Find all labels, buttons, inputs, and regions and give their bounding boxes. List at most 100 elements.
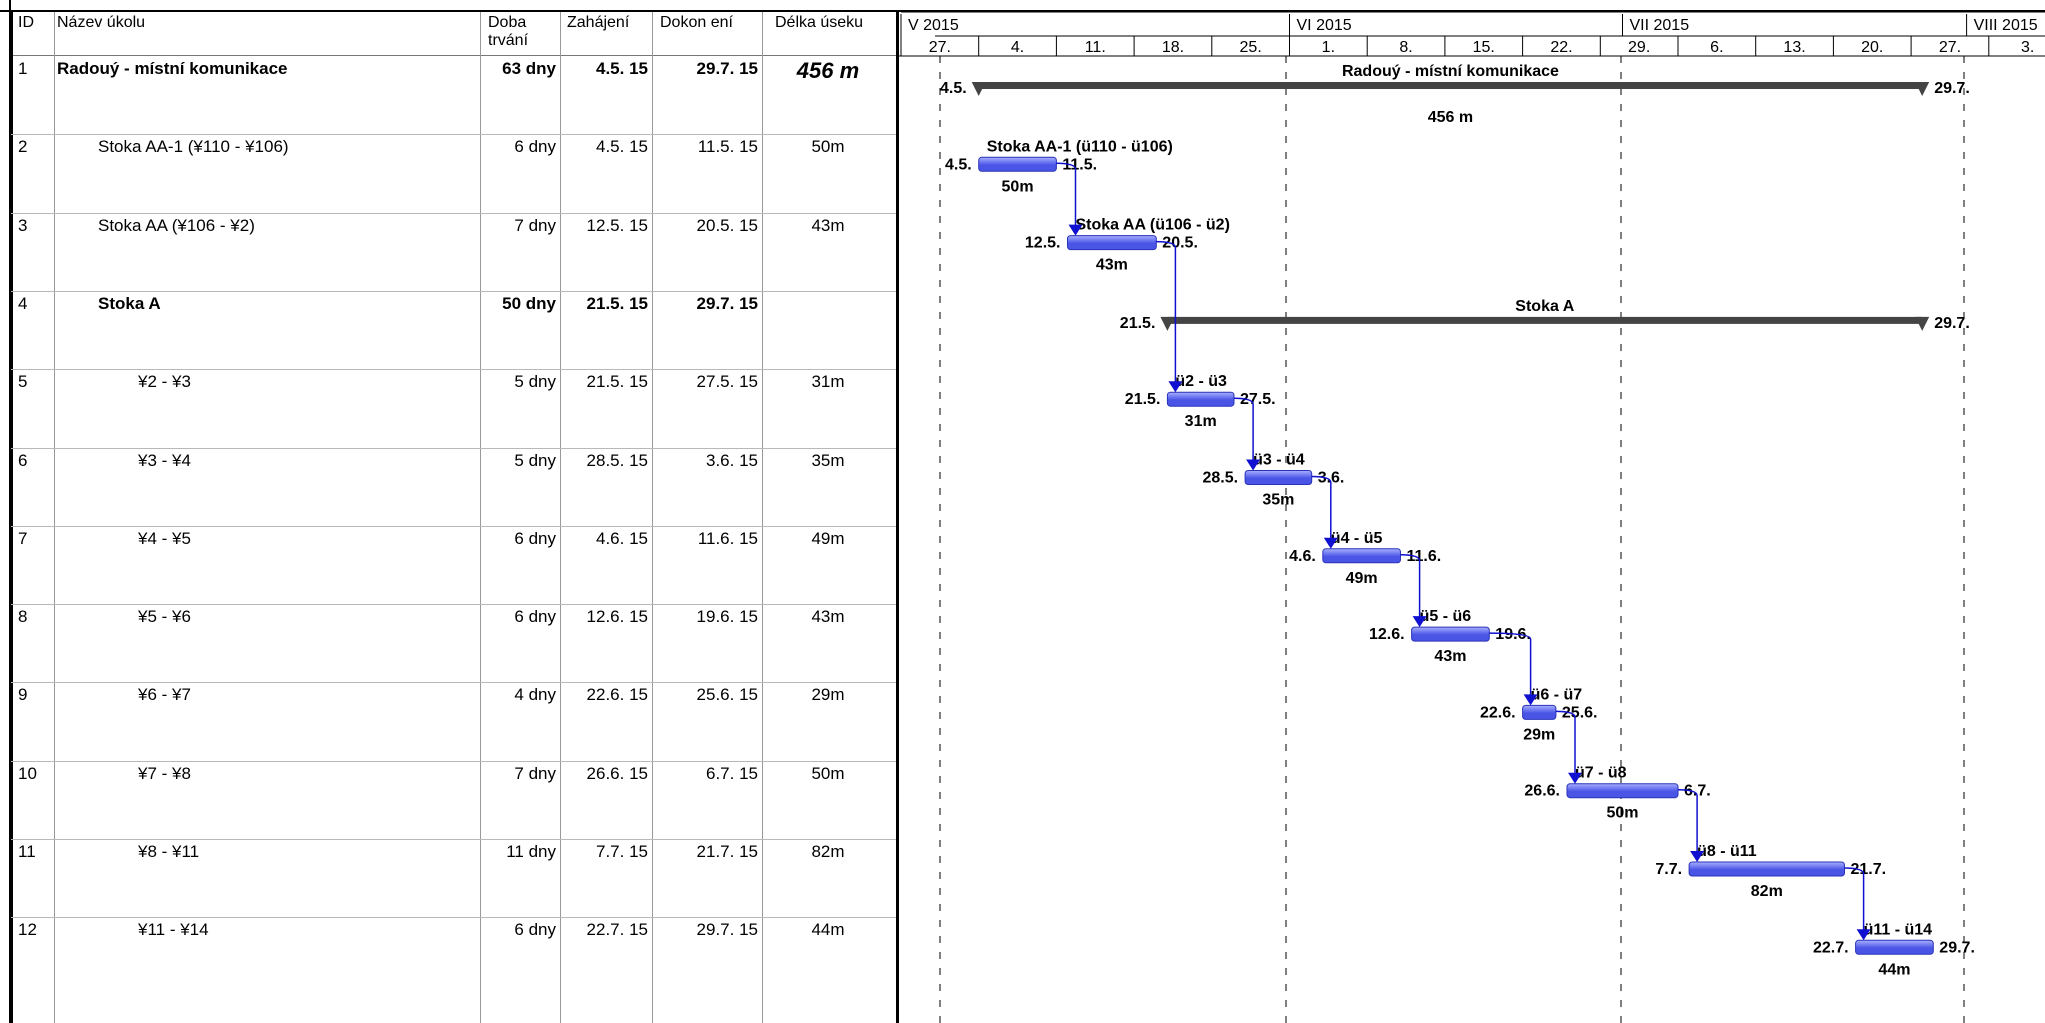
row-divider <box>11 525 896 527</box>
row-divider <box>11 682 896 684</box>
task-name: Stoka AA-1 (¥110 - ¥106) <box>98 137 289 157</box>
table-row[interactable]: 7 ¥4 - ¥5 6 dny 4.6. 15 11.6. 15 49m <box>0 526 896 604</box>
column-divider <box>54 12 55 1023</box>
task-finish: 6.7. 15 <box>706 763 758 783</box>
task-start-label: 4.5. <box>945 156 972 173</box>
task-start: 4.5. 15 <box>596 137 648 157</box>
task-length-label: 31m <box>1185 413 1217 430</box>
row-divider <box>11 134 896 136</box>
task-duration: 63 dny <box>502 59 556 78</box>
table-row[interactable]: 4 Stoka A 50 dny 21.5. 15 29.7. 15 <box>0 291 896 369</box>
table-row[interactable]: 6 ¥3 - ¥4 5 dny 28.5. 15 3.6. 15 35m <box>0 448 896 526</box>
column-header-duration-line2: trvání <box>488 32 529 49</box>
task-start: 4.6. 15 <box>596 528 648 548</box>
dependency-arrow <box>1568 772 1582 784</box>
task-finish-label: 6.7. <box>1684 783 1711 800</box>
week-label: 29. <box>1628 39 1650 56</box>
task-length: 43m <box>811 607 845 627</box>
task-start: 7.7. 15 <box>596 842 648 861</box>
task-start: 4.5. 15 <box>596 59 648 78</box>
task-length: 31m <box>811 372 845 392</box>
task-start: 22.6. 15 <box>586 685 648 705</box>
table-row[interactable]: 11 ¥8 - ¥11 11 dny 7.7. 15 21.7. 15 82m <box>0 839 896 917</box>
summary-bar <box>1167 316 1923 324</box>
task-start: 12.6. 15 <box>586 607 648 627</box>
row-divider <box>11 212 896 214</box>
week-label: 27. <box>1939 39 1961 56</box>
summary-start-marker <box>971 82 986 96</box>
column-header-id[interactable]: ID <box>18 14 34 31</box>
table-row[interactable]: 5 ¥2 - ¥3 5 dny 21.5. 15 27.5. 15 31m <box>0 369 896 447</box>
dependency-link <box>1056 162 1077 227</box>
column-header-duration[interactable]: Doba trvání <box>488 14 528 50</box>
week-label: 18. <box>1162 39 1184 56</box>
week-label: 13. <box>1783 39 1805 56</box>
task-finish: 11.6. 15 <box>697 528 758 548</box>
row-divider <box>11 839 896 840</box>
task-length: 456 m <box>796 59 860 83</box>
task-bar-title: ü3 - ü4 <box>1253 452 1305 469</box>
task-name: ¥8 - ¥11 <box>138 842 200 861</box>
dependency-arrow <box>1246 459 1261 471</box>
column-divider <box>560 12 561 1023</box>
table-row[interactable]: 3 Stoka AA (¥106 - ¥2) 7 dny 12.5. 15 20.5. … <box>0 213 896 291</box>
table-row[interactable]: 1 Radouý - místní komunikace 63 dny 4.5. 15… <box>0 56 896 134</box>
task-bar <box>1566 783 1679 799</box>
task-name: ¥3 - ¥4 <box>138 450 191 470</box>
task-start: 12.5. 15 <box>586 215 648 235</box>
task-bar <box>1166 391 1235 407</box>
task-duration: 50 dny <box>502 293 556 313</box>
task-finish: 29.7. 15 <box>696 293 758 313</box>
task-bar <box>1244 470 1313 485</box>
task-length: 50m <box>811 137 845 157</box>
task-start-label: 21.5. <box>1125 391 1161 408</box>
task-id: 10 <box>18 763 37 783</box>
summary-bar-title: Stoka A <box>1515 298 1574 315</box>
month-label: V 2015 <box>908 17 959 34</box>
task-length-label: 50m <box>1002 178 1034 195</box>
column-divider <box>11 12 13 1023</box>
column-header-finish[interactable]: Dokon ení <box>660 14 733 31</box>
column-header-length[interactable]: Délka úseku <box>775 14 864 31</box>
summary-length-label: 456 m <box>1428 109 1473 126</box>
table-row[interactable]: 2 Stoka AA-1 (¥110 - ¥106) 6 dny 4.5. 15 11.… <box>0 134 896 212</box>
row-divider <box>11 290 896 292</box>
week-label: 15. <box>1473 39 1495 56</box>
task-name: Radouý - místní komunikace <box>57 59 288 78</box>
task-id: 9 <box>18 685 28 705</box>
task-finish-label: 20.5. <box>1162 235 1198 252</box>
dependency-link <box>1844 867 1865 932</box>
dependency-arrow <box>1323 537 1338 549</box>
column-header-start[interactable]: Zahájení <box>567 14 630 31</box>
task-start-label: 12.6. <box>1369 626 1405 643</box>
week-label: 6. <box>1710 39 1723 56</box>
task-duration: 11 dny <box>506 842 556 861</box>
row-divider <box>11 760 896 762</box>
task-bar-title: Stoka AA (ü106 - ü2) <box>1076 217 1230 234</box>
task-bar <box>978 156 1057 172</box>
task-length: 82m <box>811 842 845 861</box>
task-start-label: 7.7. <box>1655 861 1682 878</box>
summary-finish-label: 29.7. <box>1934 80 1970 97</box>
task-length: 29m <box>811 685 845 705</box>
column-divider <box>652 12 653 1023</box>
task-name: ¥5 - ¥6 <box>138 607 191 627</box>
row-divider <box>11 369 896 371</box>
task-start: 28.5. 15 <box>586 450 648 470</box>
task-bar-title: ü4 - ü5 <box>1331 530 1383 547</box>
dependency-link <box>1156 240 1177 384</box>
column-header-name[interactable]: Název úkolu <box>57 14 146 31</box>
task-start-label: 22.7. <box>1813 939 1849 956</box>
task-length-label: 35m <box>1262 492 1294 509</box>
task-finish: 29.7. 15 <box>696 59 758 78</box>
table-row[interactable]: 9 ¥6 - ¥7 4 dny 22.6. 15 25.6. 15 29m <box>0 682 896 760</box>
table-row[interactable]: 12 ¥11 - ¥14 6 dny 22.7. 15 29.7. 15 44m <box>0 917 896 995</box>
task-bar <box>1688 861 1845 877</box>
table-row[interactable]: 8 ¥5 - ¥6 6 dny 12.6. 15 19.6. 15 43m <box>0 604 896 682</box>
table-row[interactable]: 10 ¥7 - ¥8 7 dny 26.6. 15 6.7. 15 50m <box>0 761 896 839</box>
task-name: ¥7 - ¥8 <box>138 763 191 783</box>
task-finish: 11.5. 15 <box>697 137 758 157</box>
task-length-label: 43m <box>1434 648 1466 665</box>
task-length: 44m <box>811 920 845 940</box>
